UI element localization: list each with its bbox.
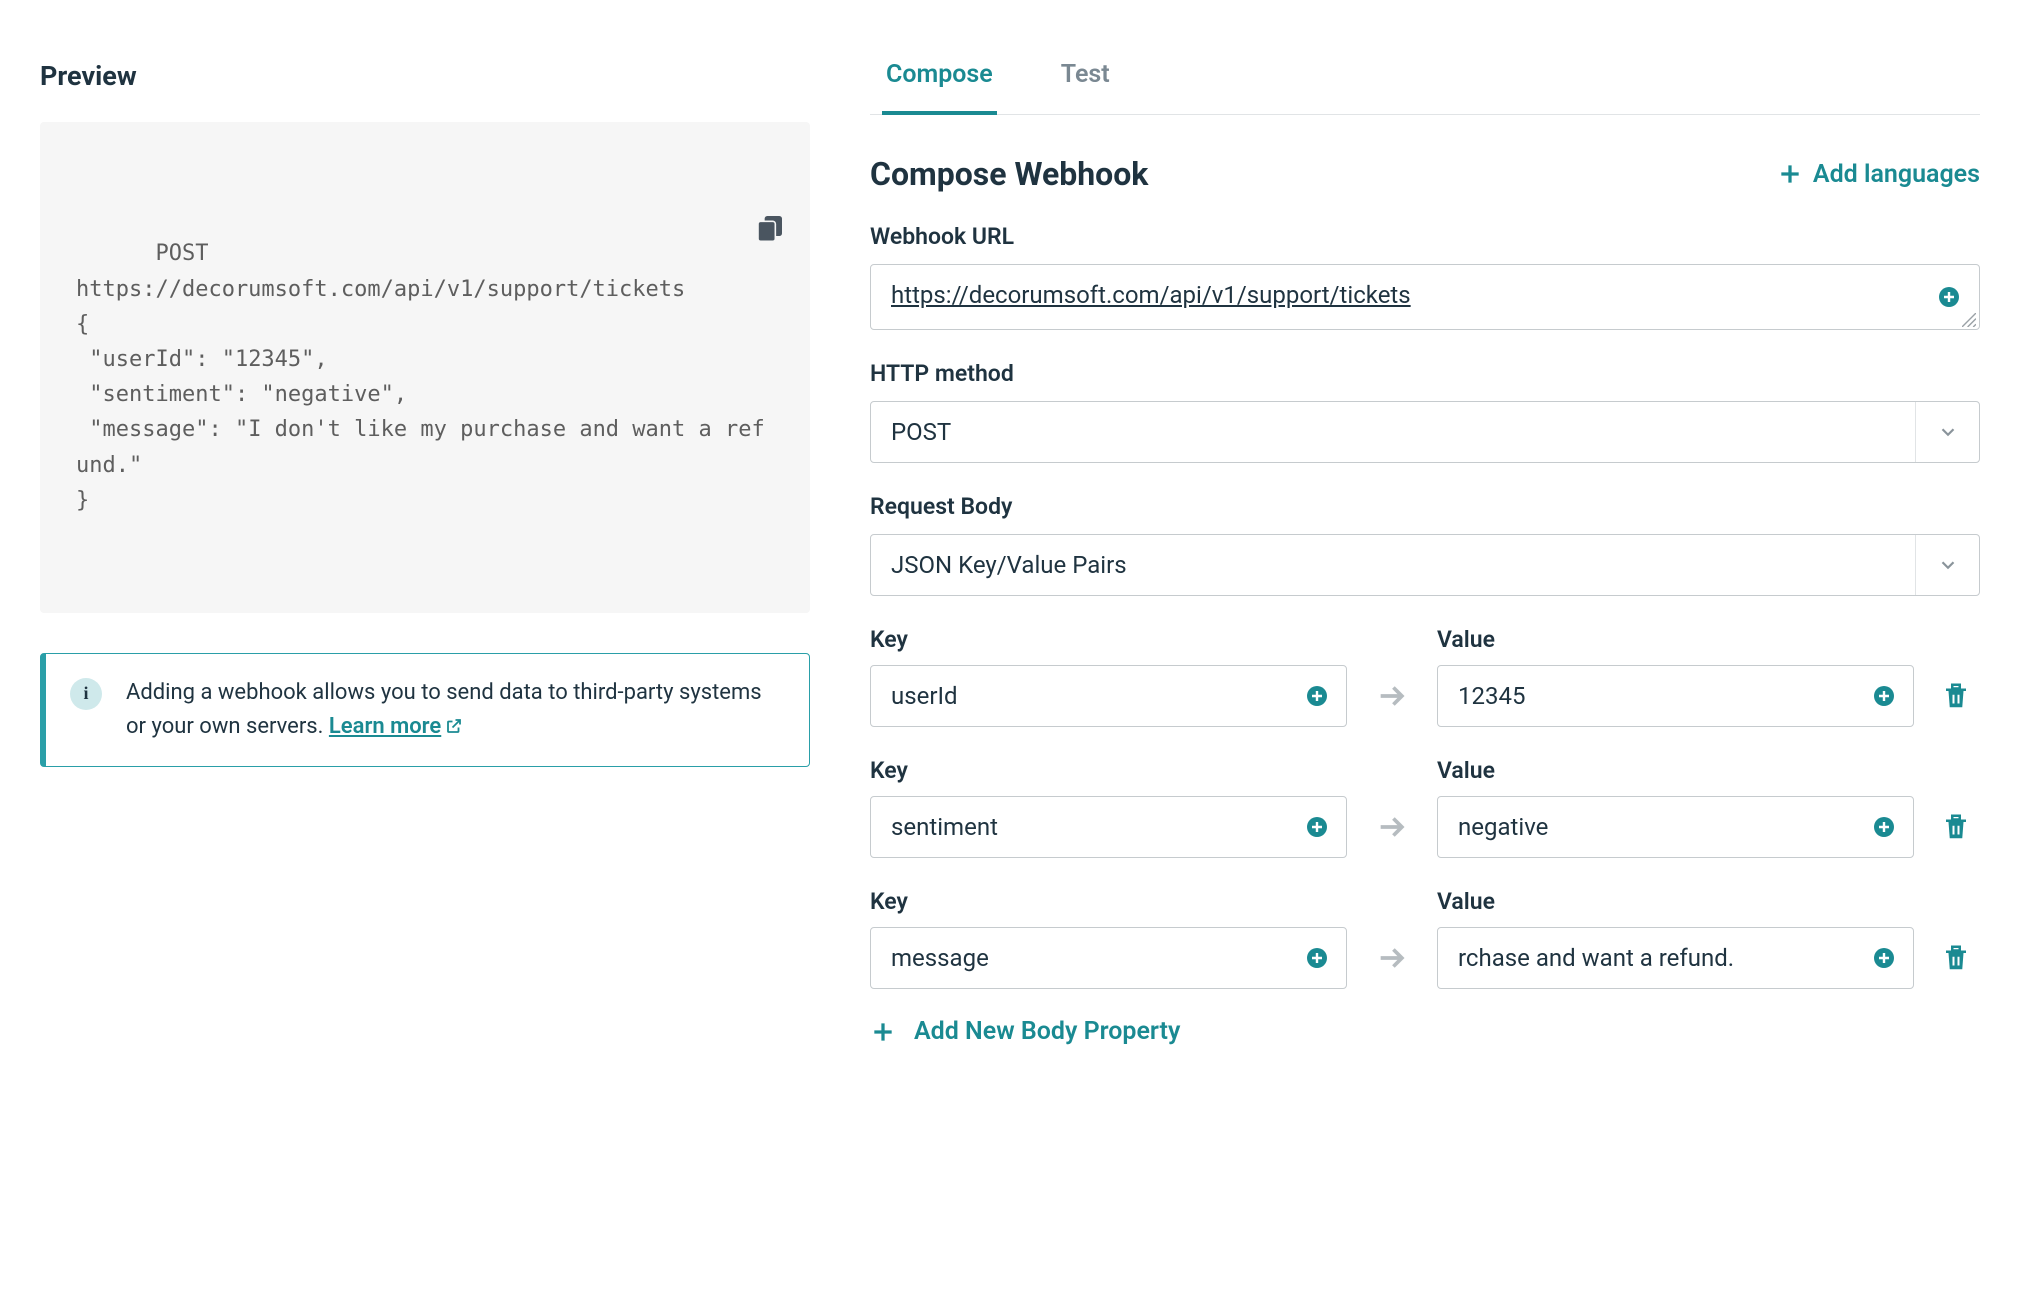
tabs: Compose Test xyxy=(870,40,1980,115)
value-label: Value xyxy=(1437,888,1914,915)
circle-plus-icon[interactable] xyxy=(1872,815,1896,839)
body-property-row xyxy=(870,796,1980,858)
request-body-value: JSON Key/Value Pairs xyxy=(871,535,1915,595)
circle-plus-icon[interactable] xyxy=(1305,815,1329,839)
tab-test[interactable]: Test xyxy=(1057,40,1114,115)
request-body-select[interactable]: JSON Key/Value Pairs xyxy=(870,534,1980,596)
body-value-input[interactable] xyxy=(1437,927,1914,989)
body-property-row xyxy=(870,665,1980,727)
delete-row-button[interactable] xyxy=(1932,943,1980,973)
copy-icon[interactable] xyxy=(754,142,786,174)
learn-more-link[interactable]: Learn more xyxy=(329,714,463,739)
http-method-value: POST xyxy=(871,402,1915,462)
preview-text: POST https://decorumsoft.com/api/v1/supp… xyxy=(76,241,765,512)
http-method-select[interactable]: POST xyxy=(870,401,1980,463)
add-languages-button[interactable]: Add languages xyxy=(1777,160,1980,189)
body-key-input[interactable] xyxy=(870,665,1347,727)
http-method-label: HTTP method xyxy=(870,360,1980,387)
info-callout: i Adding a webhook allows you to send da… xyxy=(40,653,810,767)
chevron-down-icon xyxy=(1915,535,1979,595)
request-body-label: Request Body xyxy=(870,493,1980,520)
arrow-right-icon xyxy=(1365,810,1419,844)
delete-row-button[interactable] xyxy=(1932,812,1980,842)
circle-plus-icon[interactable] xyxy=(1937,285,1961,309)
webhook-url-label: Webhook URL xyxy=(870,223,1980,250)
value-label: Value xyxy=(1437,757,1914,784)
info-icon: i xyxy=(70,678,102,710)
plus-icon xyxy=(870,1019,896,1045)
key-label: Key xyxy=(870,626,1347,653)
key-label: Key xyxy=(870,888,1347,915)
body-key-input[interactable] xyxy=(870,927,1347,989)
key-label: Key xyxy=(870,757,1347,784)
circle-plus-icon[interactable] xyxy=(1305,946,1329,970)
webhook-url-field[interactable] xyxy=(870,264,1980,330)
arrow-right-icon xyxy=(1365,679,1419,713)
external-link-icon xyxy=(445,712,463,730)
body-value-input[interactable] xyxy=(1437,796,1914,858)
body-property-row xyxy=(870,927,1980,989)
preview-heading: Preview xyxy=(40,60,810,92)
circle-plus-icon[interactable] xyxy=(1872,946,1896,970)
preview-box: POST https://decorumsoft.com/api/v1/supp… xyxy=(40,122,810,613)
webhook-url-input[interactable] xyxy=(871,265,1979,325)
chevron-down-icon xyxy=(1915,402,1979,462)
circle-plus-icon[interactable] xyxy=(1872,684,1896,708)
value-label: Value xyxy=(1437,626,1914,653)
add-body-property-button[interactable]: Add New Body Property xyxy=(870,1017,1980,1046)
circle-plus-icon[interactable] xyxy=(1305,684,1329,708)
tab-compose[interactable]: Compose xyxy=(882,40,997,115)
resize-handle-icon xyxy=(1962,312,1976,326)
delete-row-button[interactable] xyxy=(1932,681,1980,711)
body-value-input[interactable] xyxy=(1437,665,1914,727)
panel-title: Compose Webhook xyxy=(870,155,1148,193)
plus-icon xyxy=(1777,161,1803,187)
arrow-right-icon xyxy=(1365,941,1419,975)
body-key-input[interactable] xyxy=(870,796,1347,858)
